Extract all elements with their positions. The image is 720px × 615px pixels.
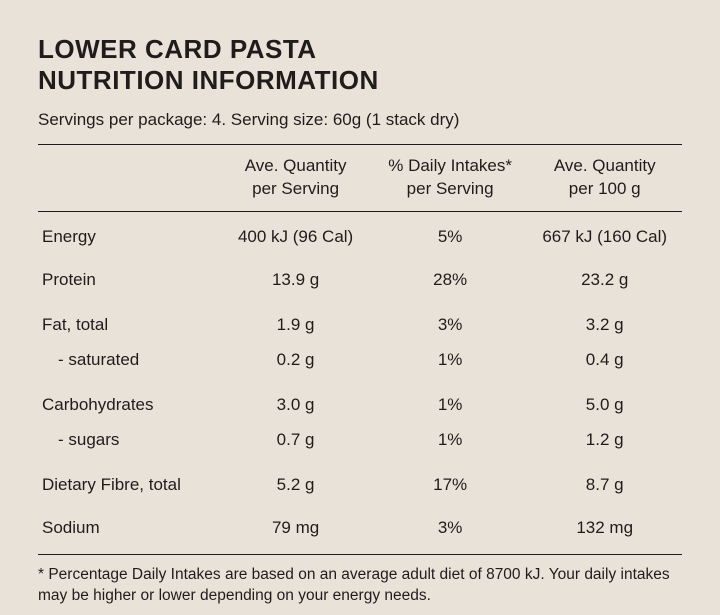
row-daily-intake: 1% [373, 380, 528, 423]
header-empty [38, 145, 218, 212]
row-daily-intake: 28% [373, 255, 528, 300]
row-per-serving: 1.9 g [218, 300, 373, 343]
row-per-serving: 3.0 g [218, 380, 373, 423]
row-daily-intake: 3% [373, 503, 528, 554]
header-per-100g: Ave. Quantity per 100 g [527, 145, 682, 212]
table-row: Energy400 kJ (96 Cal)5%667 kJ (160 Cal) [38, 212, 682, 255]
row-per-100g: 23.2 g [527, 255, 682, 300]
header-per-serving: Ave. Quantity per Serving [218, 145, 373, 212]
row-per-serving: 5.2 g [218, 460, 373, 503]
row-per-serving: 400 kJ (96 Cal) [218, 212, 373, 255]
page-title: LOWER CARD PASTA NUTRITION INFORMATION [38, 34, 682, 96]
row-daily-intake: 5% [373, 212, 528, 255]
row-per-serving: 0.7 g [218, 423, 373, 460]
table-row: Sodium79 mg3%132 mg [38, 503, 682, 554]
nutrition-table: Ave. Quantity per Serving % Daily Intake… [38, 144, 682, 553]
row-per-serving: 79 mg [218, 503, 373, 554]
title-line-2: NUTRITION INFORMATION [38, 65, 379, 95]
footnote-text: * Percentage Daily Intakes are based on … [38, 554, 682, 607]
row-label: Fat, total [38, 300, 218, 343]
row-per-100g: 8.7 g [527, 460, 682, 503]
row-per-serving: 13.9 g [218, 255, 373, 300]
row-daily-intake: 1% [373, 423, 528, 460]
row-label: Dietary Fibre, total [38, 460, 218, 503]
table-row: - sugars0.7 g1%1.2 g [38, 423, 682, 460]
row-daily-intake: 3% [373, 300, 528, 343]
row-daily-intake: 1% [373, 343, 528, 380]
title-line-1: LOWER CARD PASTA [38, 34, 317, 64]
table-row: Dietary Fibre, total5.2 g17%8.7 g [38, 460, 682, 503]
row-per-100g: 5.0 g [527, 380, 682, 423]
row-per-100g: 3.2 g [527, 300, 682, 343]
table-row: Protein13.9 g28%23.2 g [38, 255, 682, 300]
row-label: Protein [38, 255, 218, 300]
row-per-100g: 667 kJ (160 Cal) [527, 212, 682, 255]
header-daily-intake: % Daily Intakes* per Serving [373, 145, 528, 212]
row-daily-intake: 17% [373, 460, 528, 503]
row-label: - saturated [38, 343, 218, 380]
row-per-100g: 1.2 g [527, 423, 682, 460]
servings-text: Servings per package: 4. Serving size: 6… [38, 110, 682, 130]
table-row: Fat, total1.9 g3%3.2 g [38, 300, 682, 343]
row-label: Carbohydrates [38, 380, 218, 423]
table-row: Carbohydrates3.0 g1%5.0 g [38, 380, 682, 423]
row-label: Energy [38, 212, 218, 255]
row-per-serving: 0.2 g [218, 343, 373, 380]
table-row: - saturated0.2 g1%0.4 g [38, 343, 682, 380]
table-header-row: Ave. Quantity per Serving % Daily Intake… [38, 145, 682, 212]
row-label: Sodium [38, 503, 218, 554]
row-per-100g: 132 mg [527, 503, 682, 554]
row-per-100g: 0.4 g [527, 343, 682, 380]
row-label: - sugars [38, 423, 218, 460]
